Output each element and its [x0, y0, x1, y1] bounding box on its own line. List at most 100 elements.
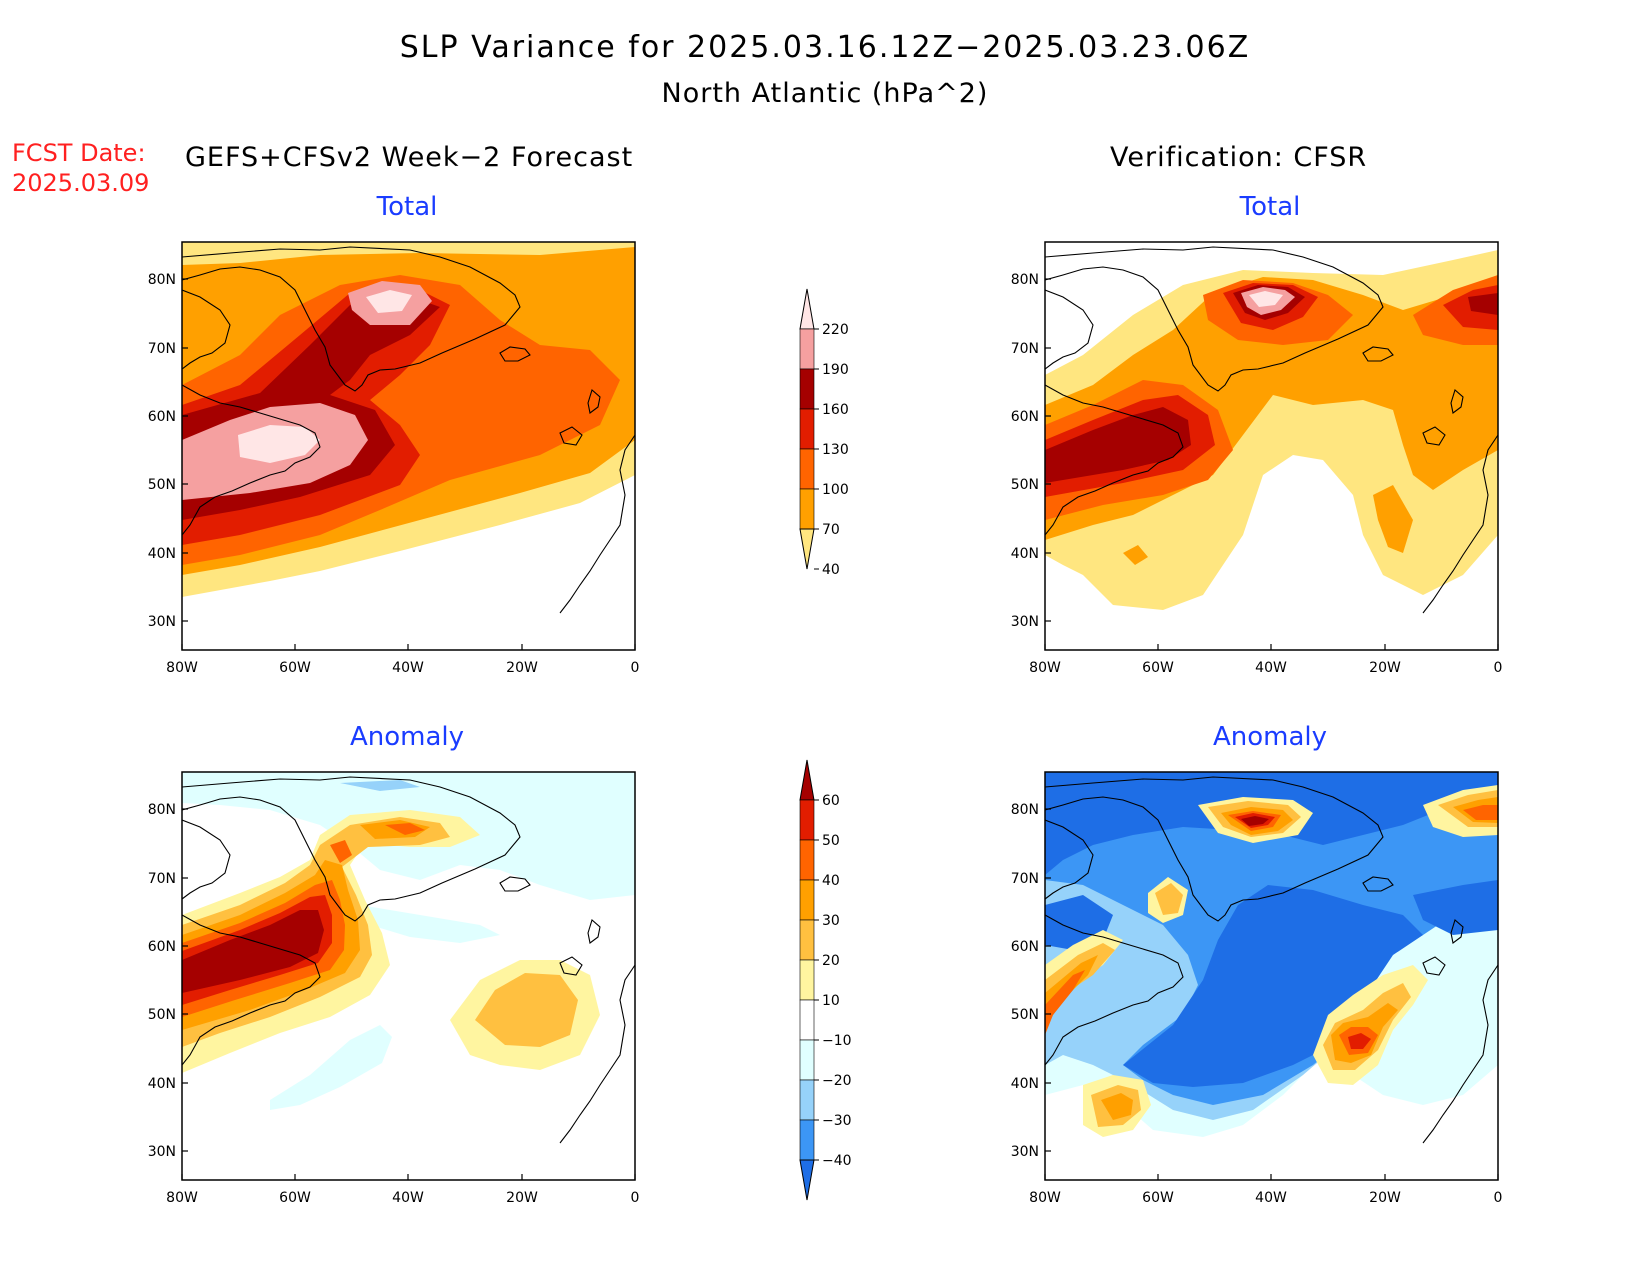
lat-tick-label: 80N — [148, 272, 176, 288]
colorbar-segment — [799, 959, 815, 1001]
lat-tick-label: 30N — [148, 614, 176, 630]
colorbar-label: −20 — [822, 1073, 852, 1089]
lat-tick-label: 50N — [1011, 477, 1039, 493]
coastline — [182, 246, 635, 614]
lon-tick-label: 20W — [1369, 1190, 1401, 1206]
colorbar-segment — [799, 999, 815, 1041]
main-title: SLP Variance for 2025.03.16.12Z−2025.03.… — [399, 30, 1251, 65]
colorbar-bottom-arrow — [799, 1159, 815, 1201]
colorbar-segment — [799, 488, 815, 530]
colorbar-segment — [799, 919, 815, 961]
lon-tick-label: 40W — [392, 1190, 424, 1206]
colorbar-label: −40 — [822, 1153, 852, 1169]
lon-tick-label: 60W — [279, 1190, 311, 1206]
lon-tick-label: 60W — [1142, 1190, 1174, 1206]
colorbar-segment — [799, 328, 815, 370]
colorbar-label: 70 — [822, 522, 840, 538]
fill-220-north — [1249, 291, 1283, 307]
colorbar-label: −10 — [822, 1033, 852, 1049]
coastline — [1045, 776, 1498, 1144]
colorbar-segment — [799, 839, 815, 881]
column-title-verification: Verification: CFSR — [1110, 142, 1368, 173]
colorbar-top-arrow — [799, 759, 815, 801]
lon-tick-label: 0 — [1494, 660, 1503, 676]
fill-neg40-center — [1123, 885, 1423, 1087]
lon-tick-label: 40W — [1255, 1190, 1287, 1206]
fill-neg20-north — [340, 780, 420, 791]
colorbar-label: 30 — [822, 913, 840, 929]
colorbar-segment — [799, 448, 815, 490]
colorbar-label: 130 — [822, 442, 849, 458]
fcst-date-value: 2025.03.09 — [12, 169, 150, 197]
colorbar-segment — [799, 1079, 815, 1121]
lon-axis: 80W 60W 40W 20W 0 — [166, 1174, 639, 1206]
colorbar-label: 10 — [822, 993, 840, 1009]
fill-220-upper — [366, 290, 412, 313]
fill-40-north — [385, 823, 425, 835]
lat-axis: 80N 70N 60N 50N 40N 30N — [1011, 272, 1051, 630]
lat-tick-label: 70N — [148, 871, 176, 887]
lon-tick-label: 80W — [166, 660, 198, 676]
colorbar-label: −30 — [822, 1113, 852, 1129]
colorbar-top-arrow — [799, 288, 815, 330]
colorbar-label: 190 — [822, 362, 849, 378]
lon-tick-label: 40W — [1255, 660, 1287, 676]
colorbar-segment — [799, 879, 815, 921]
fill-40-spot — [330, 840, 352, 863]
lat-axis: 80N 70N 60N 50N 40N 30N — [148, 272, 188, 630]
lon-tick-label: 20W — [1369, 660, 1401, 676]
lat-axis: 80N 70N 60N 50N 40N 30N — [148, 802, 188, 1160]
colorbar-anomaly: 60 50 40 30 20 10 −10 −20 −30 −40 — [799, 759, 852, 1201]
fill-40-ne — [1463, 805, 1498, 820]
colorbar-label: 50 — [822, 833, 840, 849]
lat-tick-label: 30N — [1011, 614, 1039, 630]
panel-title-forecast-anomaly: Anomaly — [349, 722, 465, 752]
colorbar-label: 160 — [822, 402, 849, 418]
lon-tick-label: 80W — [166, 1190, 198, 1206]
colorbar-segment — [799, 1039, 815, 1081]
colorbar-label: 20 — [822, 953, 840, 969]
lon-tick-label: 60W — [279, 660, 311, 676]
fill-20-east — [475, 973, 578, 1047]
lat-tick-label: 70N — [1011, 341, 1039, 357]
lat-tick-label: 30N — [1011, 1144, 1039, 1160]
lon-tick-label: 40W — [392, 660, 424, 676]
lat-tick-label: 60N — [1011, 409, 1039, 425]
colorbar-label: 100 — [822, 482, 849, 498]
fill-neg10-band — [360, 905, 500, 943]
lat-tick-label: 60N — [148, 939, 176, 955]
fill-50-se — [1348, 1033, 1371, 1049]
fill-220-lower — [238, 425, 320, 463]
map-forecast-total: 80N 70N 60N 50N 40N 30N 80W 60W 40W 20W 0 — [148, 241, 639, 676]
lat-tick-label: 40N — [1011, 1076, 1039, 1092]
panel-title-verification-total: Total — [1239, 192, 1301, 222]
lat-tick-label: 30N — [148, 1144, 176, 1160]
coastline — [182, 776, 635, 1144]
colorbar-segment — [799, 1119, 815, 1161]
fill-70-spot — [1123, 545, 1148, 565]
fill-40-west — [1045, 970, 1085, 1035]
main-subtitle: North Atlantic (hPa^2) — [661, 78, 989, 109]
fill-60-north — [1241, 816, 1269, 826]
colorbar-total: 220 190 160 130 100 70 40 — [799, 288, 849, 578]
lat-tick-label: 60N — [1011, 939, 1039, 955]
colorbar-label: 40 — [822, 562, 840, 578]
map-verification-total: 80N 70N 60N 50N 40N 30N 80W 60W 40W 20W 0 — [1011, 241, 1503, 676]
lat-tick-label: 50N — [148, 477, 176, 493]
fill-160 — [1045, 407, 1191, 483]
colorbar-label: 40 — [822, 873, 840, 889]
fill-neg40-east — [1413, 880, 1498, 935]
colorbar-label: 60 — [822, 793, 840, 809]
fill-30-sw — [1101, 1093, 1133, 1120]
lon-tick-label: 80W — [1029, 660, 1061, 676]
map-forecast-anomaly: 80N 70N 60N 50N 40N 30N 80W 60W 40W 20W 0 — [148, 771, 639, 1206]
colorbar-segment — [799, 408, 815, 450]
colorbar-bottom-arrow — [799, 528, 815, 570]
lat-tick-label: 70N — [148, 341, 176, 357]
lon-tick-label: 0 — [631, 1190, 640, 1206]
coastline — [1045, 246, 1498, 614]
fill-70-south — [1373, 485, 1413, 553]
lon-tick-label: 20W — [506, 660, 538, 676]
fill-160-east — [1468, 293, 1498, 315]
panel-title-verification-anomaly: Anomaly — [1212, 722, 1328, 752]
